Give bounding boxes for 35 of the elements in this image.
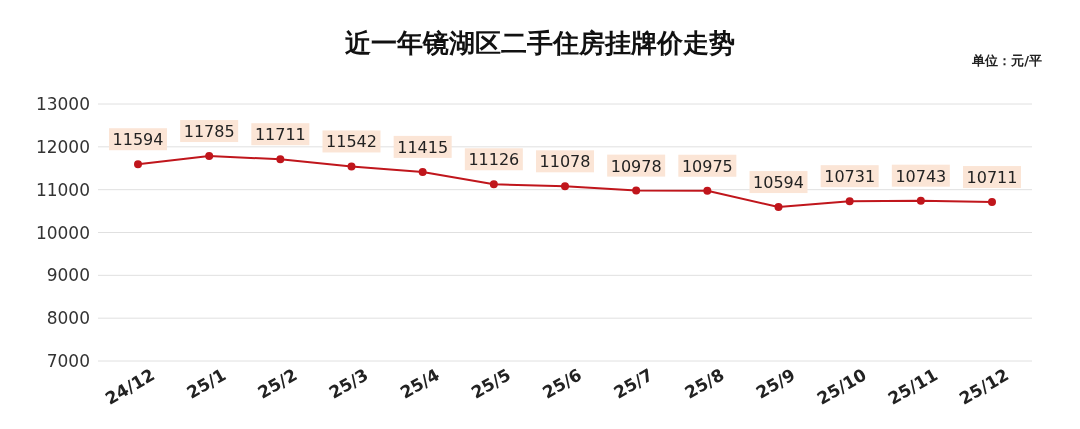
point (347, 162, 356, 171)
chart-title: 近一年镜湖区二手住房挂牌价走势 (345, 28, 735, 58)
data-label: 11542 (326, 132, 377, 152)
point (561, 182, 569, 191)
data-label: 11594 (112, 130, 164, 150)
y-tick-label: 9000 (46, 265, 90, 286)
text: 单位：元/平 (972, 52, 1042, 70)
y-tick-label: 11000 (35, 179, 90, 200)
y-tick-label: 8000 (46, 308, 90, 329)
data-label: 11785 (183, 122, 235, 142)
y-tick-label: 10000 (35, 222, 90, 243)
data-label: 10711 (966, 168, 1018, 188)
point (134, 160, 142, 169)
data-label: 11126 (468, 150, 520, 170)
point (916, 196, 925, 205)
point (988, 198, 996, 207)
point (205, 152, 214, 161)
data-label: 10594 (753, 173, 804, 193)
point (774, 203, 783, 212)
point (276, 155, 285, 164)
y-tick-label: 13000 (35, 94, 90, 115)
data-label: 11415 (397, 137, 449, 157)
point (489, 180, 498, 189)
data-label: 11078 (539, 152, 591, 172)
data-label: 10978 (610, 156, 662, 176)
data-label: 11711 (254, 125, 306, 145)
point (632, 186, 641, 195)
y-tick-label: 7000 (46, 351, 90, 372)
data-label: 10731 (824, 167, 876, 187)
point (418, 167, 427, 176)
y-tick-label: 12000 (35, 136, 90, 157)
data-label: 10743 (895, 166, 947, 186)
point (845, 197, 854, 206)
data-label: 10975 (681, 156, 733, 176)
point (703, 186, 712, 195)
